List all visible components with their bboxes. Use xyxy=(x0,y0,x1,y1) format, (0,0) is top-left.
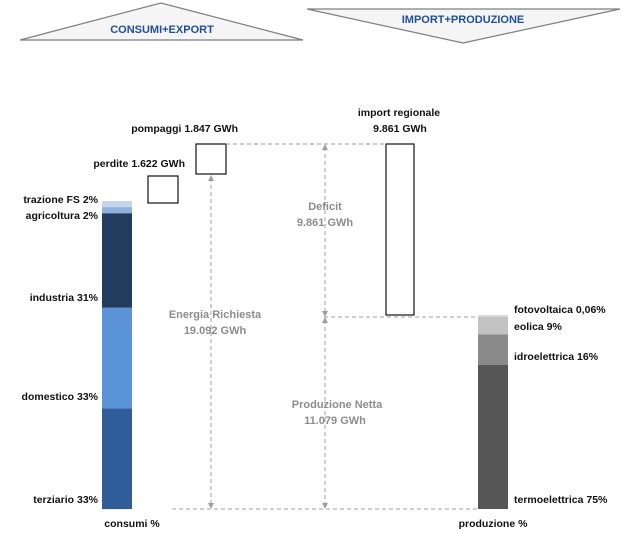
label-fotovoltaica: fotovoltaica 0,06% xyxy=(514,304,606,316)
label-pompaggi: pompaggi 1.847 GWh xyxy=(131,123,238,135)
label-eolica: eolica 9% xyxy=(514,321,563,333)
bar-segment-termoelettrica xyxy=(478,365,508,509)
label-termoelettrica: termoelettrica 75% xyxy=(514,494,608,506)
bar-segment-trazione xyxy=(102,201,132,208)
label-perdite: perdite 1.622 GWh xyxy=(93,158,185,170)
deficit-label: Deficit xyxy=(308,201,342,213)
energia-richiesta-label: Energia Richiesta xyxy=(169,309,262,321)
axis-label-produzione: produzione % xyxy=(459,518,528,530)
bar-segment-terziario xyxy=(102,408,132,510)
produzione-netta-value: 11.079 GWh xyxy=(304,415,366,427)
header-left-triangle xyxy=(19,2,304,41)
label-idroelettrica: idroelettrica 16% xyxy=(514,351,599,363)
header-right-triangle xyxy=(306,8,621,44)
axis-label-consumi: consumi % xyxy=(104,518,160,530)
energia-richiesta-value: 19.092 GWh xyxy=(184,325,247,337)
bar-segment-eolica xyxy=(478,317,508,335)
import-regionale-box xyxy=(385,143,415,316)
bar-segment-domestico xyxy=(102,307,132,409)
bar-segment-fotovoltaica xyxy=(478,315,508,317)
deficit-value: 9.861 GWh xyxy=(297,217,354,229)
label-import-regionale: import regionale xyxy=(358,107,440,119)
label-terziario: terziario 33% xyxy=(33,494,98,506)
header-consumi-export: CONSUMI+EXPORT xyxy=(19,2,304,41)
bar-segment-industria xyxy=(102,213,132,308)
produzione-stacked-bar xyxy=(478,315,508,509)
bar-segment-agricoltura xyxy=(102,207,132,214)
label-domestico: domestico 33% xyxy=(22,391,99,403)
bar-segment-idroelettrica xyxy=(478,334,508,365)
label-agricoltura: agricoltura 2% xyxy=(26,210,99,222)
header-right-label: IMPORT+PRODUZIONE xyxy=(402,14,525,26)
header-import-produzione: IMPORT+PRODUZIONE xyxy=(306,8,621,44)
label-import-value: 9.861 GWh xyxy=(373,123,427,135)
consumi-stacked-bar xyxy=(102,201,132,510)
label-trazione: trazione FS 2% xyxy=(23,194,98,206)
header-left-label: CONSUMI+EXPORT xyxy=(110,24,214,36)
pompaggi-box xyxy=(195,143,227,175)
label-industria: industria 31% xyxy=(30,292,99,304)
perdite-box xyxy=(147,175,179,204)
produzione-netta-label: Produzione Netta xyxy=(292,399,383,411)
